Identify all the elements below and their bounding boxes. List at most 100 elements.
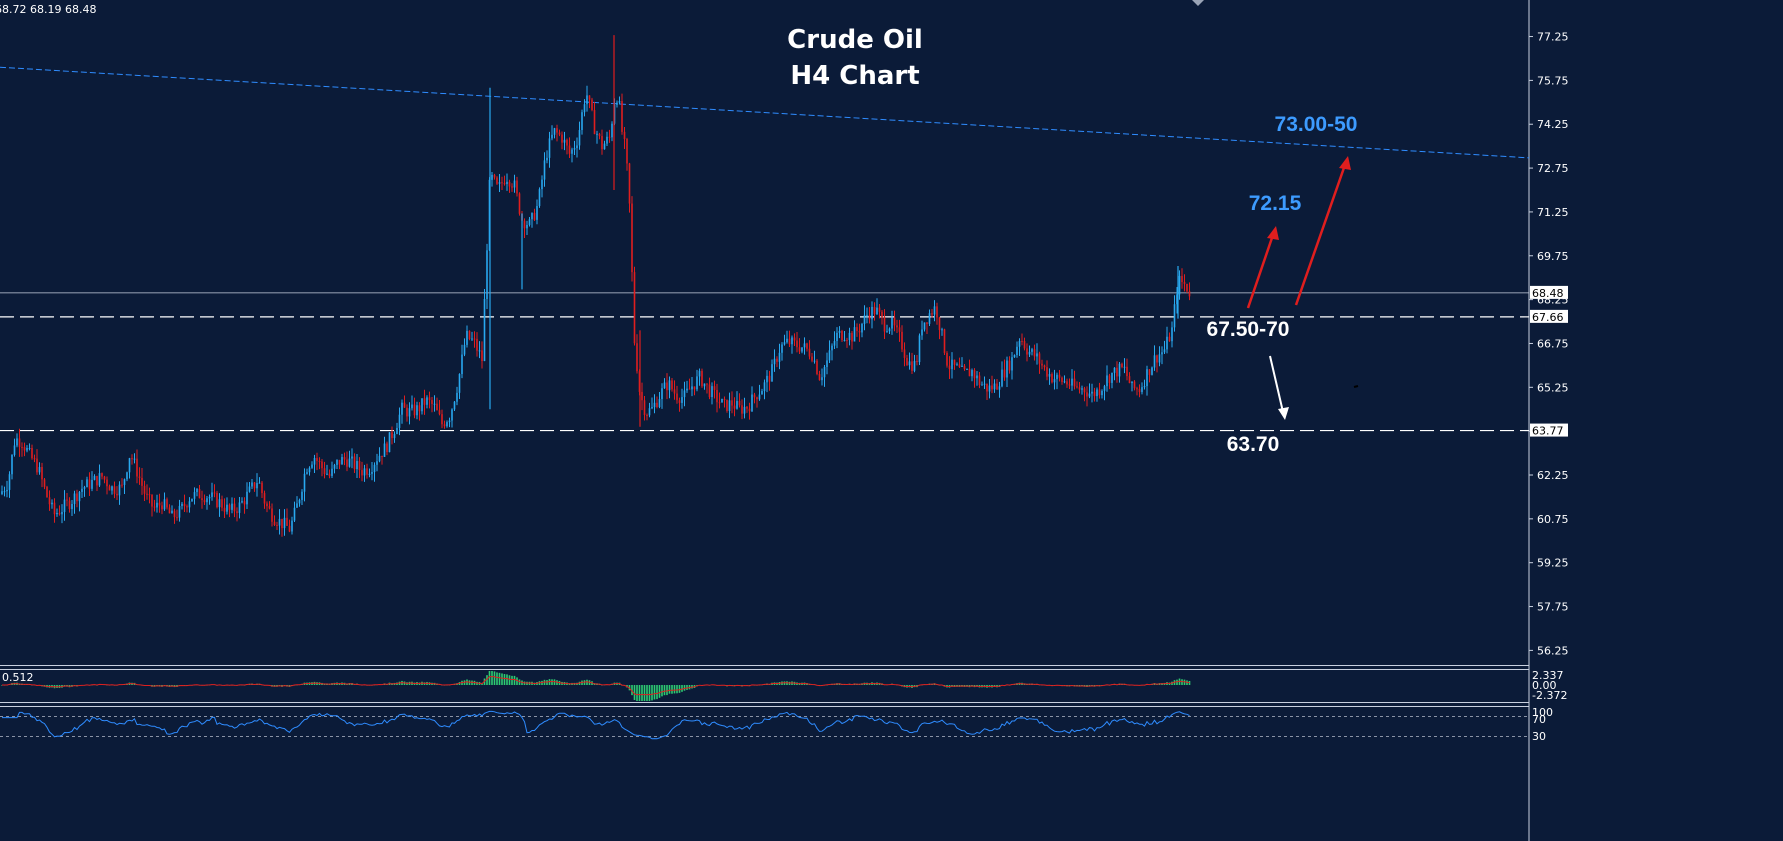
- candle-body: [71, 504, 73, 509]
- candle-body: [1111, 372, 1113, 383]
- current-price-box: [1530, 285, 1568, 299]
- candle-body: [1126, 366, 1128, 377]
- candle-body: [18, 438, 21, 447]
- candle-body: [778, 352, 781, 362]
- candle-body: [678, 400, 681, 403]
- macd-bar: [553, 679, 556, 685]
- candle-body: [43, 479, 46, 487]
- candle-body: [243, 501, 246, 505]
- candle-body: [1146, 369, 1148, 387]
- candle-body: [1021, 340, 1023, 342]
- y-tick-label: 59.25: [1537, 557, 1569, 570]
- candle-body: [663, 382, 666, 389]
- candle-body: [1006, 360, 1008, 378]
- candle-body: [496, 177, 498, 184]
- candle-body: [301, 491, 303, 500]
- candle-body: [381, 455, 383, 457]
- shift-marker-icon[interactable]: [1192, 0, 1204, 6]
- candle-body: [256, 483, 258, 489]
- candle-body: [386, 443, 388, 453]
- trendline[interactable]: [0, 66, 1530, 159]
- candle-body: [548, 138, 551, 158]
- rsi-line: [2, 710, 1190, 740]
- candle-body: [1098, 389, 1101, 396]
- candle-body: [1093, 391, 1096, 397]
- candle-body: [1131, 381, 1133, 384]
- candle-body: [948, 365, 951, 370]
- candle-body: [1143, 386, 1146, 388]
- macd-bar: [683, 685, 686, 691]
- candle-body: [748, 408, 751, 412]
- candle-body: [621, 101, 623, 132]
- level-price-label: 67.66: [1532, 311, 1564, 324]
- candle-body: [631, 203, 633, 273]
- candle-body: [806, 343, 808, 349]
- candle-body: [453, 401, 456, 410]
- candle-body: [141, 477, 143, 486]
- macd-bar: [493, 671, 496, 685]
- candle-body: [446, 422, 448, 427]
- macd-bar: [1178, 678, 1181, 685]
- candle-body: [1176, 294, 1178, 305]
- candle-body: [443, 424, 446, 427]
- candle-body: [998, 386, 1001, 390]
- candle-body: [803, 343, 806, 348]
- candle-body: [603, 143, 606, 150]
- candle-body: [338, 459, 341, 465]
- candle-body: [1096, 389, 1098, 397]
- candle-body: [438, 410, 441, 415]
- annotation-67-50-70: 67.50-70: [1207, 318, 1290, 341]
- candle-body: [376, 461, 378, 465]
- candle-body: [1118, 363, 1121, 377]
- candle-body: [308, 467, 311, 473]
- macd-bar: [513, 675, 516, 685]
- candle-body: [368, 473, 371, 475]
- candle-body: [93, 476, 96, 480]
- candle-body: [228, 504, 231, 510]
- candle-body: [278, 518, 281, 526]
- candle-body: [886, 331, 888, 333]
- candle-body: [108, 486, 111, 491]
- candle-body: [701, 370, 703, 387]
- candle-body: [163, 499, 166, 510]
- candle-body: [738, 400, 741, 406]
- candle-body: [348, 458, 351, 467]
- candle-body: [86, 479, 88, 488]
- candle-body: [421, 398, 423, 412]
- candle-body: [1086, 392, 1088, 397]
- horizontal-levels: 68.48 67.66 63.77: [0, 285, 1568, 438]
- candle-body: [693, 386, 696, 390]
- candle-body: [218, 499, 221, 508]
- candle-body: [696, 376, 698, 390]
- candle-body: [698, 370, 701, 377]
- candle-body: [741, 405, 743, 414]
- candle-body: [968, 368, 971, 377]
- candle-body: [491, 174, 493, 180]
- candle-body: [1186, 283, 1188, 292]
- candle-body: [581, 112, 583, 131]
- candle-body: [551, 134, 553, 139]
- candle-body: [283, 517, 286, 529]
- candle-body: [791, 337, 793, 345]
- rsi-panel: 100 70 30: [0, 706, 1553, 743]
- candle-body: [906, 357, 908, 366]
- candle-body: [931, 313, 933, 315]
- candle-body: [13, 445, 16, 455]
- candle-body: [903, 349, 906, 358]
- candle-body: [591, 99, 593, 110]
- candle-body: [901, 331, 903, 350]
- candle-body: [398, 414, 401, 428]
- candle-body: [441, 414, 443, 425]
- candle-body: [388, 432, 391, 453]
- candle-body: [76, 493, 78, 502]
- candle-body: [1056, 374, 1058, 380]
- rsi-tick-70: 70: [1532, 713, 1546, 726]
- rsi-tick-100: 100: [1532, 706, 1553, 719]
- candle-body: [126, 472, 128, 480]
- candle-body: [178, 505, 181, 518]
- arrow-up-72-15-head: [1267, 226, 1279, 240]
- candle-body: [1008, 360, 1011, 371]
- trendline-segment[interactable]: [0, 66, 1530, 159]
- macd-panel: 0.512 2.337 0.00 -2.372: [0, 669, 1567, 703]
- candle-body: [876, 307, 878, 315]
